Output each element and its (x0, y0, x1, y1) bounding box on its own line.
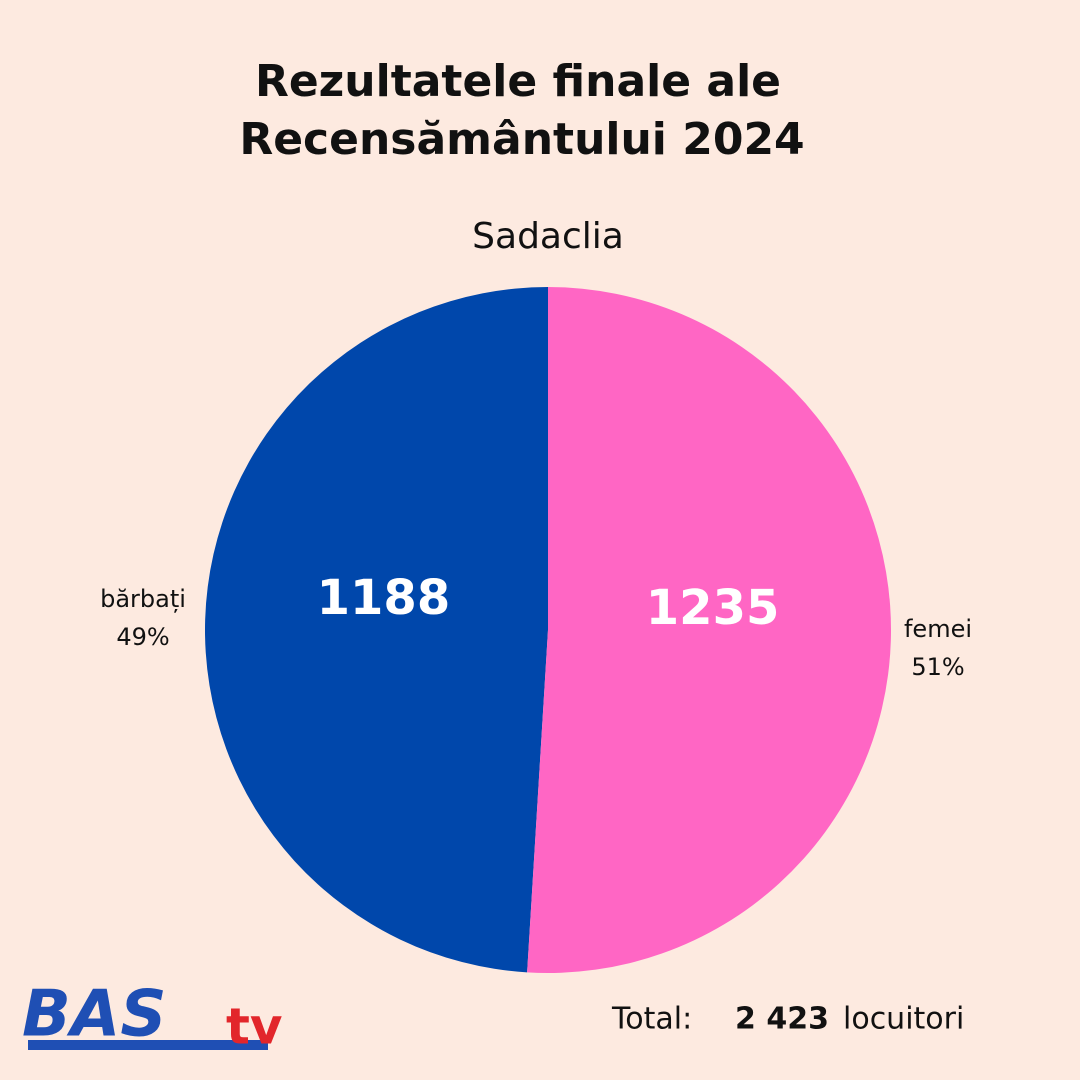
pie-slice (527, 287, 891, 973)
chart-title: Recensământului 2024 (239, 114, 804, 165)
logo-main: BAS (22, 978, 166, 1052)
pie (204, 287, 891, 973)
category-label: bărbați (100, 585, 186, 613)
chart-title: Rezultatele finale ale (255, 56, 781, 107)
chart-subtitle: Sadaclia (472, 216, 624, 257)
total-prefix: Total: (611, 1002, 692, 1037)
value-label: 1235 (646, 580, 780, 636)
category-label: femei (904, 615, 972, 643)
total-value: 2 423 (735, 1002, 829, 1037)
percentage-label: 49% (116, 623, 169, 651)
percentage-label: 51% (911, 653, 964, 681)
total-unit: locuitori (843, 1002, 964, 1037)
logo: BAS tv (22, 978, 283, 1056)
pie-slice (204, 287, 548, 973)
logo-suffix: tv (226, 998, 283, 1056)
value-label: 1188 (317, 570, 451, 626)
logo-bar (28, 1040, 268, 1050)
